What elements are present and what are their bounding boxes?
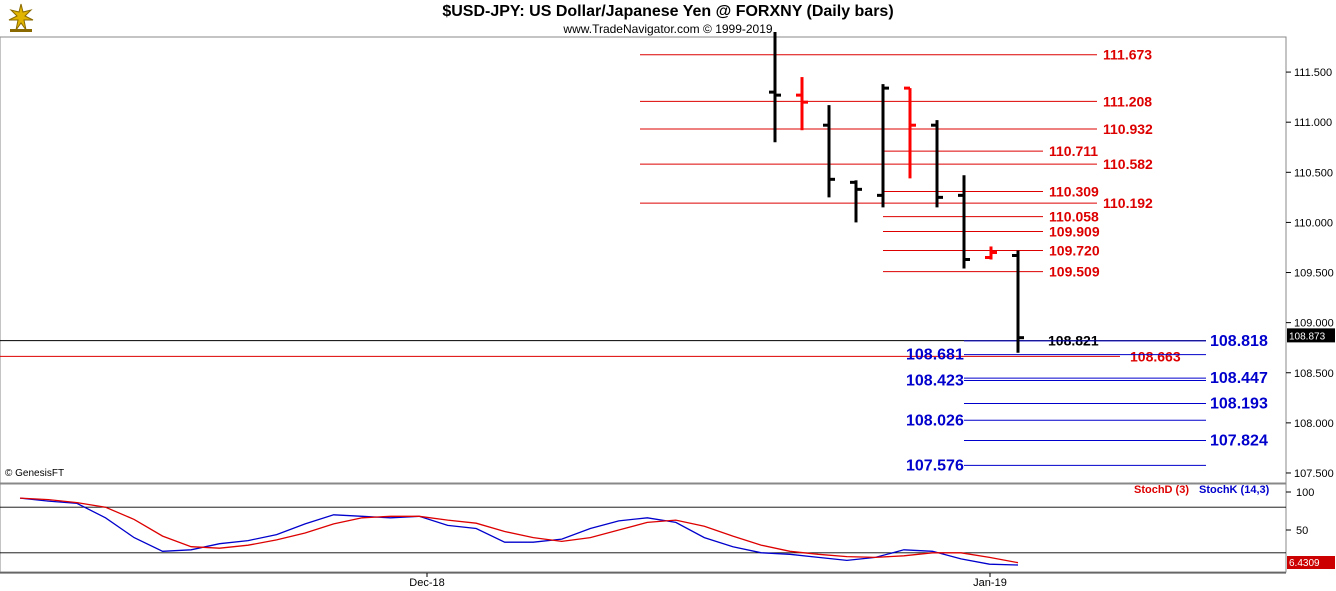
y-tick-label: 111.500 (1294, 67, 1332, 79)
level-label-red: 109.509 (1049, 264, 1100, 280)
level-label-red: 110.711 (1049, 143, 1098, 159)
level-label-red: 111.208 (1103, 93, 1152, 109)
chart-title: $USD-JPY: US Dollar/Japanese Yen @ FORXN… (442, 3, 894, 20)
y-tick-label: 110.500 (1294, 167, 1333, 179)
ohlc-bar[interactable] (958, 175, 970, 269)
ohlc-bar[interactable] (769, 31, 781, 143)
price-plot-area[interactable] (0, 36, 1287, 484)
level-label-red: 110.309 (1049, 183, 1099, 199)
stoch-d-line[interactable] (19, 497, 1019, 564)
y-tick-label: 108.500 (1294, 368, 1334, 380)
last-price-label: 108.873 (1289, 331, 1326, 342)
y-tick-label: 108.000 (1294, 418, 1334, 430)
level-label-blue: 108.818 (1210, 333, 1268, 350)
y-tick-label: 107.500 (1294, 468, 1334, 480)
legend-stoch-k: StochK (14,3) (1199, 484, 1270, 496)
stoch-last-label: 6.4309 (1289, 558, 1320, 569)
level-label-red: 109.909 (1049, 224, 1100, 240)
price-panel[interactable]: 111.500 111.000 110.500 110.000 109.500 109.0… (0, 31, 1335, 484)
genesis-logo-icon (4, 2, 38, 34)
level-label-red: 109.720 (1049, 242, 1100, 258)
level-label-red: 110.932 (1103, 121, 1153, 137)
ohlc-bar[interactable] (823, 105, 835, 198)
level-label-blue: 107.576 (906, 457, 964, 474)
y-tick-label: 111.000 (1294, 117, 1332, 129)
ohlc-bar[interactable] (931, 120, 943, 208)
stochastic-panel[interactable]: 100 50 StochD (3) StochK (14,3) 6.4309 Dec-18… (0, 483, 1335, 589)
level-label-blue: 108.026 (906, 412, 964, 429)
legend-stoch-d: StochD (3) (1134, 484, 1189, 496)
ohlc-bar[interactable] (796, 77, 808, 131)
stoch-y-tick-label: 100 (1296, 487, 1314, 499)
ohlc-bar[interactable] (850, 180, 862, 223)
ohlc-bar[interactable] (1012, 250, 1024, 353)
ohlc-bar[interactable] (877, 84, 889, 208)
y-tick-label: 109.500 (1294, 268, 1334, 280)
last-price-box (1287, 328, 1335, 343)
level-label-blue: 108.447 (1210, 370, 1268, 387)
stoch-plot-area[interactable] (0, 483, 1287, 573)
level-label-red: 110.582 (1103, 156, 1153, 172)
x-tick-label: Jan-19 (973, 577, 1007, 589)
level-label-blue: 108.423 (906, 372, 964, 389)
level-label-red: 110.058 (1049, 209, 1099, 225)
chart-header: $USD-JPY: US Dollar/Japanese Yen @ FORXN… (0, 0, 1336, 36)
level-label-blue: 108.681 (906, 347, 964, 364)
stoch-y-tick-label: 50 (1296, 525, 1308, 537)
y-tick-label: 109.000 (1294, 318, 1334, 330)
level-label-blue: 107.824 (1210, 433, 1268, 450)
level-label-red: 111.673 (1103, 47, 1152, 63)
chart-subtitle: www.TradeNavigator.com © 1999-2019 (563, 22, 773, 36)
ohlc-bar[interactable] (985, 246, 997, 260)
y-tick-label: 110.000 (1294, 217, 1333, 229)
level-label-blue: 108.193 (1210, 396, 1268, 413)
stoch-last-box (1287, 556, 1335, 569)
level-label-red: 108.663 (1130, 348, 1181, 364)
level-label-red: 110.192 (1103, 195, 1153, 211)
stoch-k-line[interactable] (19, 497, 1019, 566)
ohlc-bar[interactable] (904, 86, 916, 179)
copyright-label: © GenesisFT (5, 468, 65, 479)
x-tick-label: Dec-18 (409, 577, 444, 589)
